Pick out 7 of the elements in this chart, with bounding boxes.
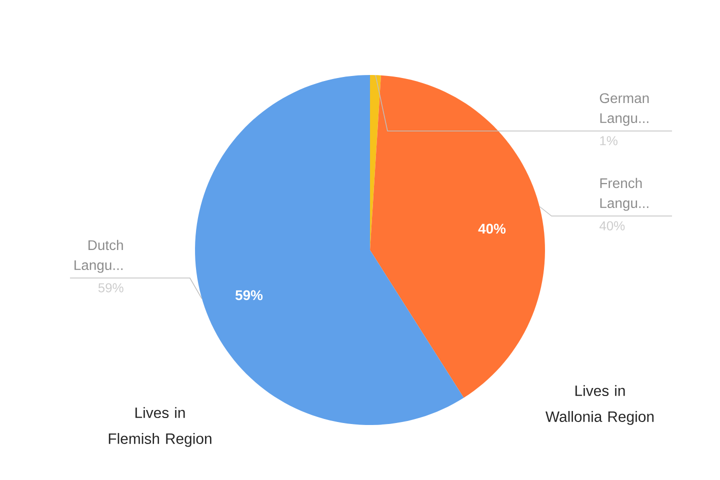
text: 59% <box>235 290 263 300</box>
text: Lives in Wallonia Region <box>546 385 654 425</box>
slice-label: Dutch Langu... <box>74 240 123 273</box>
slice-label: French Langu... <box>600 178 648 211</box>
text: 40% <box>478 224 506 234</box>
text: Lives in Flemish Region <box>108 407 212 447</box>
slice-label: German Langu... <box>600 93 649 126</box>
